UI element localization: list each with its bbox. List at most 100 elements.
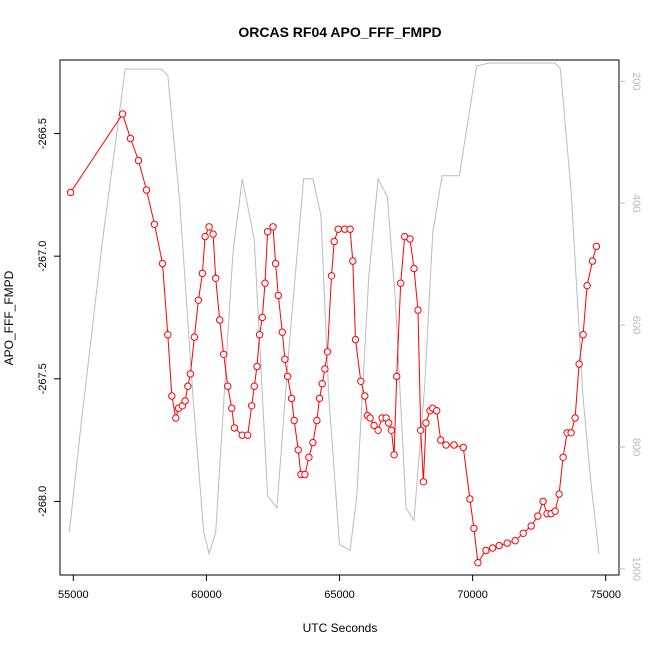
- data-point: [224, 382, 232, 390]
- data-point: [387, 426, 396, 434]
- data-point: [244, 431, 252, 439]
- data-point: [437, 436, 445, 444]
- data-point: [164, 331, 172, 339]
- data-point: [466, 495, 474, 503]
- data-point: [588, 257, 597, 265]
- data-point: [390, 451, 398, 459]
- data-point: [255, 331, 264, 339]
- data-point: [330, 237, 338, 246]
- y-tick-label: -267.0: [37, 241, 49, 272]
- data-point: [253, 362, 261, 371]
- data-point: [258, 313, 266, 322]
- data-point: [555, 490, 563, 498]
- y2-tick-label: 800: [630, 438, 642, 456]
- data-point: [406, 235, 414, 243]
- y-tick-label: -266.5: [37, 118, 49, 149]
- data-point: [361, 392, 369, 400]
- x-tick-label: 60000: [191, 589, 222, 601]
- data-point: [305, 453, 313, 461]
- data-point: [370, 421, 378, 430]
- data-point: [168, 392, 176, 400]
- data-point: [205, 223, 213, 231]
- data-point: [301, 470, 309, 479]
- data-point: [220, 350, 228, 358]
- data-point: [216, 316, 224, 324]
- data-point: [417, 426, 425, 434]
- data-point: [385, 419, 393, 427]
- data-point: [271, 259, 280, 268]
- y2-tick-label: 200: [630, 72, 642, 90]
- data-point: [283, 372, 292, 381]
- y2-tick-label: 400: [630, 194, 642, 212]
- data-point: [321, 365, 329, 373]
- secondary-series: [68, 62, 600, 556]
- data-point: [374, 426, 382, 434]
- data-point: [194, 296, 203, 304]
- y2-tick-label: 1000: [630, 557, 642, 581]
- data-point: [357, 377, 365, 385]
- x-axis-label: UTC Seconds: [303, 621, 378, 635]
- data-point: [201, 232, 209, 241]
- y2-axis: 200 400 600 800 1000: [619, 72, 642, 581]
- data-point: [495, 541, 503, 550]
- data-point: [397, 279, 405, 287]
- data-point: [263, 228, 272, 236]
- x-tick-label: 55000: [58, 589, 89, 601]
- data-point: [393, 372, 401, 381]
- data-point: [323, 348, 332, 356]
- data-point: [527, 522, 535, 530]
- data-point: [503, 539, 511, 547]
- x-tick-label: 70000: [457, 589, 488, 601]
- data-point: [209, 230, 217, 238]
- data-point: [459, 443, 467, 452]
- data-point: [184, 382, 192, 390]
- data-point: [181, 397, 189, 405]
- data-point: [118, 110, 127, 118]
- plot-frame: [59, 59, 620, 576]
- data-point: [571, 414, 579, 422]
- data-point: [450, 441, 458, 449]
- data-point: [519, 529, 527, 537]
- data-point: [126, 134, 135, 143]
- data-point: [248, 402, 256, 410]
- data-point: [351, 335, 360, 344]
- data-point: [290, 416, 298, 425]
- data-point: [66, 188, 75, 197]
- data-point: [198, 269, 207, 278]
- data-point: [269, 223, 277, 231]
- data-point: [287, 394, 296, 403]
- data-point: [442, 441, 450, 449]
- data-point: [172, 414, 180, 422]
- data-point: [414, 306, 422, 314]
- x-tick-label: 65000: [324, 589, 355, 601]
- data-point: [539, 497, 547, 506]
- data-point: [592, 242, 601, 251]
- y-tick-label: -267.5: [37, 363, 49, 394]
- data-point: [575, 360, 583, 368]
- data-point: [410, 264, 418, 273]
- y2-tick-label: 600: [630, 316, 642, 334]
- y-axis-label: APO_FFF_FMPD: [2, 270, 16, 365]
- data-point: [579, 331, 587, 339]
- data-point: [230, 424, 239, 432]
- y-tick-label: -268.0: [37, 486, 49, 517]
- data-point: [334, 225, 342, 233]
- data-point: [470, 524, 478, 533]
- data-point: [551, 507, 559, 515]
- data-point: [261, 279, 269, 287]
- data-point: [567, 429, 575, 437]
- data-point: [294, 446, 302, 454]
- data-point: [318, 380, 326, 388]
- data-point: [212, 274, 220, 282]
- data-point: [482, 546, 490, 555]
- primary-series-line: [70, 112, 597, 565]
- data-point: [349, 257, 357, 265]
- data-point: [274, 291, 282, 300]
- x-tick-label: 75000: [590, 589, 621, 601]
- data-point: [278, 328, 286, 336]
- data-point: [327, 272, 336, 280]
- data-point: [346, 225, 354, 233]
- data-point: [422, 419, 430, 427]
- data-point: [281, 355, 289, 363]
